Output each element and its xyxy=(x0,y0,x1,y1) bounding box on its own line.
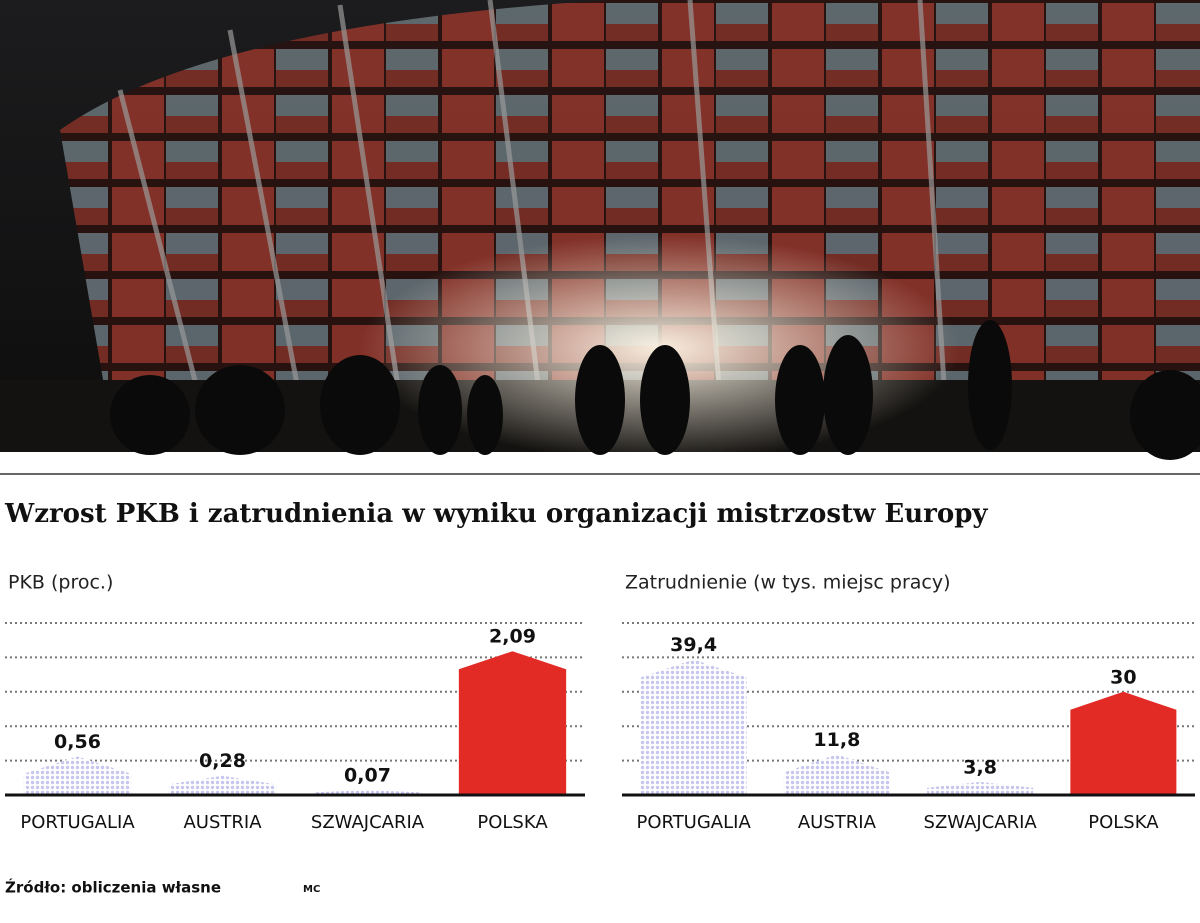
bar-chart: PKB (proc.) 0,56 PORTUGALIA 0,28 AUSTRIA 0,07… xyxy=(5,572,585,833)
chart-subtitle: PKB (proc.) xyxy=(8,572,113,594)
x-tick-label: PORTUGALIA xyxy=(20,812,135,833)
value-label: 39,4 xyxy=(670,634,717,656)
title: Wzrost PKB i zatrudnienia w wyniku organ… xyxy=(4,499,988,529)
credit: MC xyxy=(303,884,320,895)
bar xyxy=(1070,691,1177,795)
value-label: 0,07 xyxy=(344,765,391,787)
x-tick-label: SZWAJCARIA xyxy=(924,812,1038,833)
bar xyxy=(783,754,890,795)
value-label: 2,09 xyxy=(489,626,536,648)
value-label: 11,8 xyxy=(813,729,860,751)
bar xyxy=(168,775,277,795)
x-tick-label: POLSKA xyxy=(1088,812,1159,833)
chart-subtitle: Zatrudnienie (w tys. miejsc pracy) xyxy=(625,572,951,594)
x-tick-label: AUSTRIA xyxy=(183,812,262,833)
value-label: 0,28 xyxy=(199,750,246,772)
value-label: 0,56 xyxy=(54,731,101,753)
value-label: 30 xyxy=(1110,666,1136,688)
x-tick-label: SZWAJCARIA xyxy=(311,812,425,833)
x-tick-label: AUSTRIA xyxy=(798,812,877,833)
bar xyxy=(23,756,132,795)
x-tick-label: POLSKA xyxy=(477,812,548,833)
bar xyxy=(640,659,747,795)
bar-chart: Zatrudnienie (w tys. miejsc pracy) 39,4 PO… xyxy=(622,572,1195,833)
photo xyxy=(0,0,1200,460)
value-label: 3,8 xyxy=(963,756,997,778)
bar xyxy=(458,651,567,795)
x-tick-label: PORTUGALIA xyxy=(636,812,751,833)
bar xyxy=(927,781,1034,795)
source: Źródło: obliczenia własne xyxy=(5,878,221,897)
